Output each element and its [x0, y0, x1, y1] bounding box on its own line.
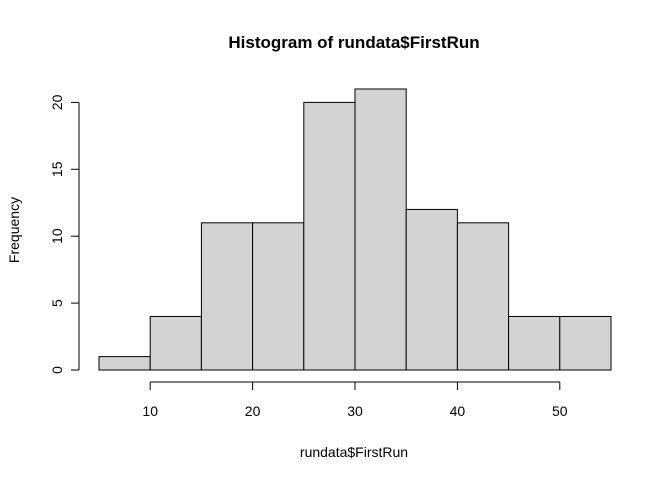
y-tick-label-20: 20 [49, 94, 65, 110]
histogram-bar-45-50 [508, 315, 561, 371]
x-tick-label-50: 50 [552, 403, 568, 419]
chart-title: Histogram of rundata$FirstRun [228, 33, 479, 52]
histogram-bars [98, 88, 612, 371]
y-axis: 0 5 10 15 20 [49, 94, 80, 374]
y-axis-label: Frequency [6, 197, 22, 263]
x-tick-label-10: 10 [142, 403, 158, 419]
histogram-bar-20-25 [252, 222, 305, 371]
histogram-bar-50-55 [559, 315, 612, 371]
histogram-bar-15-20 [200, 222, 254, 371]
histogram-bar-25-30 [303, 101, 356, 371]
y-tick-label-0: 0 [49, 366, 65, 374]
y-tick-label-10: 10 [49, 228, 65, 244]
x-tick-label-20: 20 [245, 403, 261, 419]
x-tick-label-40: 40 [450, 403, 466, 419]
y-tick-label-5: 5 [49, 299, 65, 307]
histogram-bar-30-35 [354, 88, 407, 371]
x-axis-label: rundata$FirstRun [300, 444, 408, 460]
histogram-bar-40-45 [456, 222, 510, 371]
x-tick-label-30: 30 [347, 403, 363, 419]
histogram-bar-10-15 [149, 315, 202, 371]
y-tick-label-15: 15 [49, 161, 65, 177]
histogram-bar-5-10 [98, 356, 151, 371]
histogram-bar-35-40 [405, 208, 458, 371]
x-axis: 10 20 30 40 50 [142, 381, 568, 419]
